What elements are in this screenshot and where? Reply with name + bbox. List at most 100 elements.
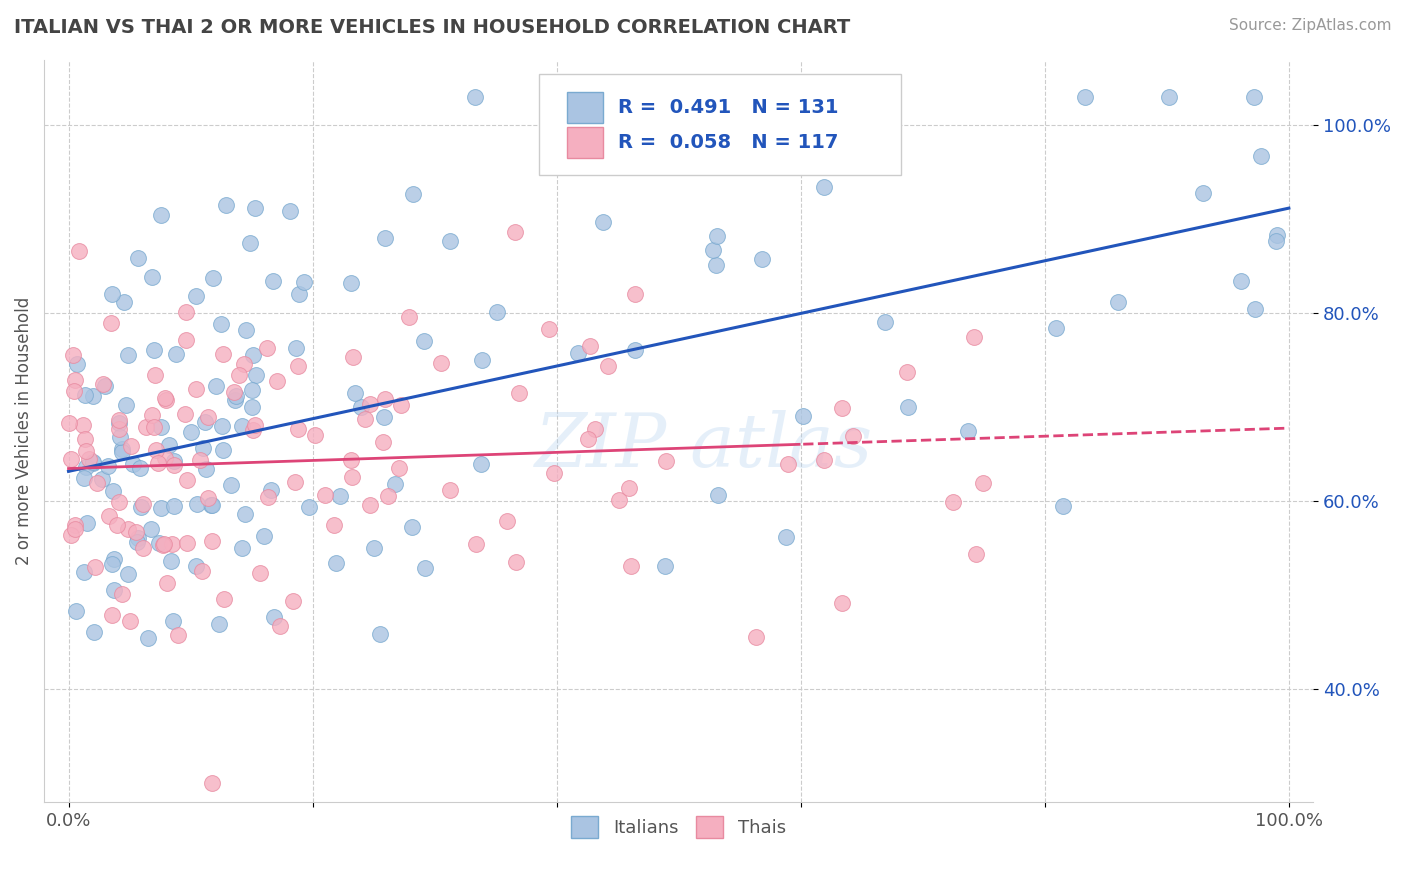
Point xyxy=(129,461,152,475)
Point xyxy=(813,180,835,194)
Point xyxy=(145,443,167,458)
Point xyxy=(245,368,267,383)
Point xyxy=(266,374,288,388)
Point xyxy=(191,564,214,578)
Point xyxy=(373,392,395,406)
Point xyxy=(97,459,120,474)
Point xyxy=(249,566,271,580)
Point xyxy=(388,461,411,475)
Point xyxy=(165,347,187,361)
Point xyxy=(413,561,436,575)
Point xyxy=(219,478,242,492)
Point xyxy=(83,624,105,639)
Point xyxy=(108,417,131,431)
Point xyxy=(598,359,620,374)
Point xyxy=(101,557,124,571)
Point xyxy=(63,517,86,532)
Point xyxy=(65,373,87,387)
Point xyxy=(1045,321,1067,335)
Point xyxy=(235,323,257,337)
Point xyxy=(579,339,602,353)
Point xyxy=(156,576,179,591)
Point xyxy=(212,347,235,361)
Point xyxy=(792,409,814,424)
Point xyxy=(160,537,183,551)
Point xyxy=(778,457,800,471)
Point xyxy=(162,614,184,628)
Point xyxy=(260,483,283,497)
Y-axis label: 2 or more Vehicles in Household: 2 or more Vehicles in Household xyxy=(15,297,32,565)
Point xyxy=(212,591,235,606)
Point xyxy=(288,287,311,301)
Point xyxy=(117,522,139,536)
Point xyxy=(831,596,853,610)
Point xyxy=(842,428,865,442)
Point xyxy=(132,541,155,555)
Text: Source: ZipAtlas.com: Source: ZipAtlas.com xyxy=(1229,18,1392,33)
Point xyxy=(121,458,143,472)
Point xyxy=(146,456,169,470)
Point xyxy=(79,452,101,467)
Point xyxy=(107,518,129,533)
Point xyxy=(141,270,163,285)
Point xyxy=(537,322,560,336)
Point xyxy=(1244,301,1267,316)
Point xyxy=(340,453,363,467)
Point xyxy=(73,432,96,446)
Point xyxy=(702,244,724,258)
Point xyxy=(125,535,148,549)
Point xyxy=(202,270,225,285)
Point xyxy=(103,582,125,597)
Point xyxy=(93,379,115,393)
Point xyxy=(73,388,96,402)
Point xyxy=(340,276,363,290)
Point xyxy=(163,454,186,468)
Point xyxy=(439,483,461,497)
Point xyxy=(114,398,136,412)
Point xyxy=(59,528,82,542)
Point xyxy=(813,453,835,467)
Point xyxy=(304,428,326,442)
Point xyxy=(956,424,979,438)
Point xyxy=(132,497,155,511)
Point xyxy=(111,445,134,459)
Point xyxy=(143,343,166,358)
Point xyxy=(86,476,108,491)
Point xyxy=(263,610,285,624)
Point xyxy=(91,472,114,486)
Point xyxy=(127,532,149,546)
Point xyxy=(607,492,630,507)
Point xyxy=(384,477,406,491)
Point xyxy=(82,455,104,469)
Point xyxy=(201,534,224,549)
Point xyxy=(342,469,364,483)
Point xyxy=(197,410,219,425)
Point xyxy=(323,517,346,532)
Point xyxy=(174,305,197,319)
Point xyxy=(91,377,114,392)
Point xyxy=(232,357,254,371)
Point xyxy=(283,594,305,608)
Point xyxy=(101,287,124,301)
Point xyxy=(173,407,195,421)
Point xyxy=(354,412,377,426)
Point xyxy=(505,555,527,569)
Point xyxy=(706,229,728,244)
Point xyxy=(82,456,104,470)
Point xyxy=(707,488,730,502)
Point xyxy=(143,420,166,434)
Point xyxy=(350,400,373,414)
Point xyxy=(285,341,308,355)
Point xyxy=(141,408,163,422)
Point xyxy=(225,389,247,403)
Point xyxy=(751,252,773,267)
Point xyxy=(464,90,486,104)
Point xyxy=(176,536,198,550)
Point xyxy=(76,516,98,530)
Point xyxy=(97,508,120,523)
Point xyxy=(143,368,166,382)
Point xyxy=(287,422,309,436)
Point xyxy=(120,439,142,453)
Point xyxy=(150,420,173,434)
Point xyxy=(465,537,488,551)
